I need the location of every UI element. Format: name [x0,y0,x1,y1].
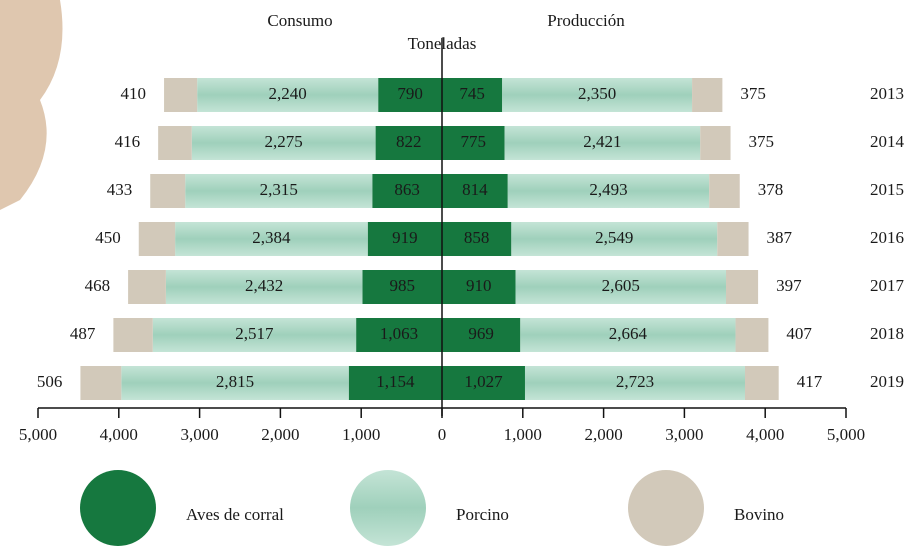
x-tick-label: 2,000 [584,425,622,444]
bar-segment [158,126,192,160]
bar-segment [692,78,722,112]
x-tick-label: 3,000 [665,425,703,444]
value-label: 863 [394,180,420,199]
value-label: 417 [797,372,823,391]
value-label: 2,275 [265,132,303,151]
legend-icon [350,470,426,546]
year-label: 2015 [870,180,904,199]
value-label: 814 [462,180,488,199]
bar-segment [113,318,152,352]
legend-icon [80,470,156,546]
year-label: 2018 [870,324,904,343]
value-label: 375 [749,132,775,151]
value-label: 487 [70,324,96,343]
x-tick-label: 0 [438,425,447,444]
value-label: 2,240 [269,84,307,103]
year-label: 2017 [870,276,905,295]
value-label: 2,605 [602,276,640,295]
year-label: 2013 [870,84,904,103]
value-label: 2,315 [260,180,298,199]
bar-segment [164,78,197,112]
value-label: 375 [740,84,766,103]
x-tick-label: 4,000 [100,425,138,444]
value-label: 1,154 [376,372,415,391]
value-label: 969 [468,324,494,343]
bar-segment [128,270,166,304]
value-label: 2,517 [235,324,274,343]
value-label: 1,063 [380,324,418,343]
decoration [0,0,63,210]
value-label: 822 [396,132,422,151]
x-tick-label: 4,000 [746,425,784,444]
left-title: Consumo [267,11,332,30]
value-label: 775 [461,132,487,151]
bar-segment [736,318,769,352]
bar-segment [717,222,748,256]
x-tick-label: 5,000 [19,425,57,444]
value-label: 858 [464,228,490,247]
value-label: 2,384 [252,228,291,247]
value-label: 2,723 [616,372,654,391]
value-label: 790 [397,84,423,103]
legend-label: Aves de corral [186,505,284,524]
value-label: 2,815 [216,372,254,391]
value-label: 1,027 [464,372,503,391]
year-label: 2016 [870,228,904,247]
right-title: Producción [547,11,625,30]
bar-segment [80,366,121,400]
year-label: 2019 [870,372,904,391]
value-label: 450 [95,228,121,247]
x-tick-label: 3,000 [180,425,218,444]
value-label: 407 [786,324,812,343]
value-label: 387 [767,228,793,247]
value-label: 506 [37,372,63,391]
value-label: 2,421 [583,132,621,151]
x-tick-label: 2,000 [261,425,299,444]
value-label: 919 [392,228,418,247]
year-label: 2014 [870,132,905,151]
chart: Consumo Producción Toneladas 20137902,24… [0,0,911,548]
legend-icon [628,470,704,546]
value-label: 416 [115,132,141,151]
legend-label: Porcino [456,505,509,524]
x-tick-label: 1,000 [504,425,542,444]
bar-segment [150,174,185,208]
x-tick-label: 5,000 [827,425,865,444]
x-tick-label: 1,000 [342,425,380,444]
bar-segment [709,174,740,208]
value-label: 745 [459,84,485,103]
value-label: 2,350 [578,84,616,103]
bar-segment [139,222,175,256]
value-label: 2,493 [589,180,627,199]
bar-segment [745,366,779,400]
value-label: 910 [466,276,492,295]
value-label: 985 [389,276,415,295]
value-label: 2,432 [245,276,283,295]
value-label: 433 [107,180,133,199]
value-label: 410 [121,84,147,103]
value-label: 2,664 [609,324,648,343]
value-label: 378 [758,180,784,199]
bar-segment [726,270,758,304]
bar-segment [700,126,730,160]
legend-label: Bovino [734,505,784,524]
value-label: 397 [776,276,802,295]
value-label: 2,549 [595,228,633,247]
value-label: 468 [85,276,111,295]
